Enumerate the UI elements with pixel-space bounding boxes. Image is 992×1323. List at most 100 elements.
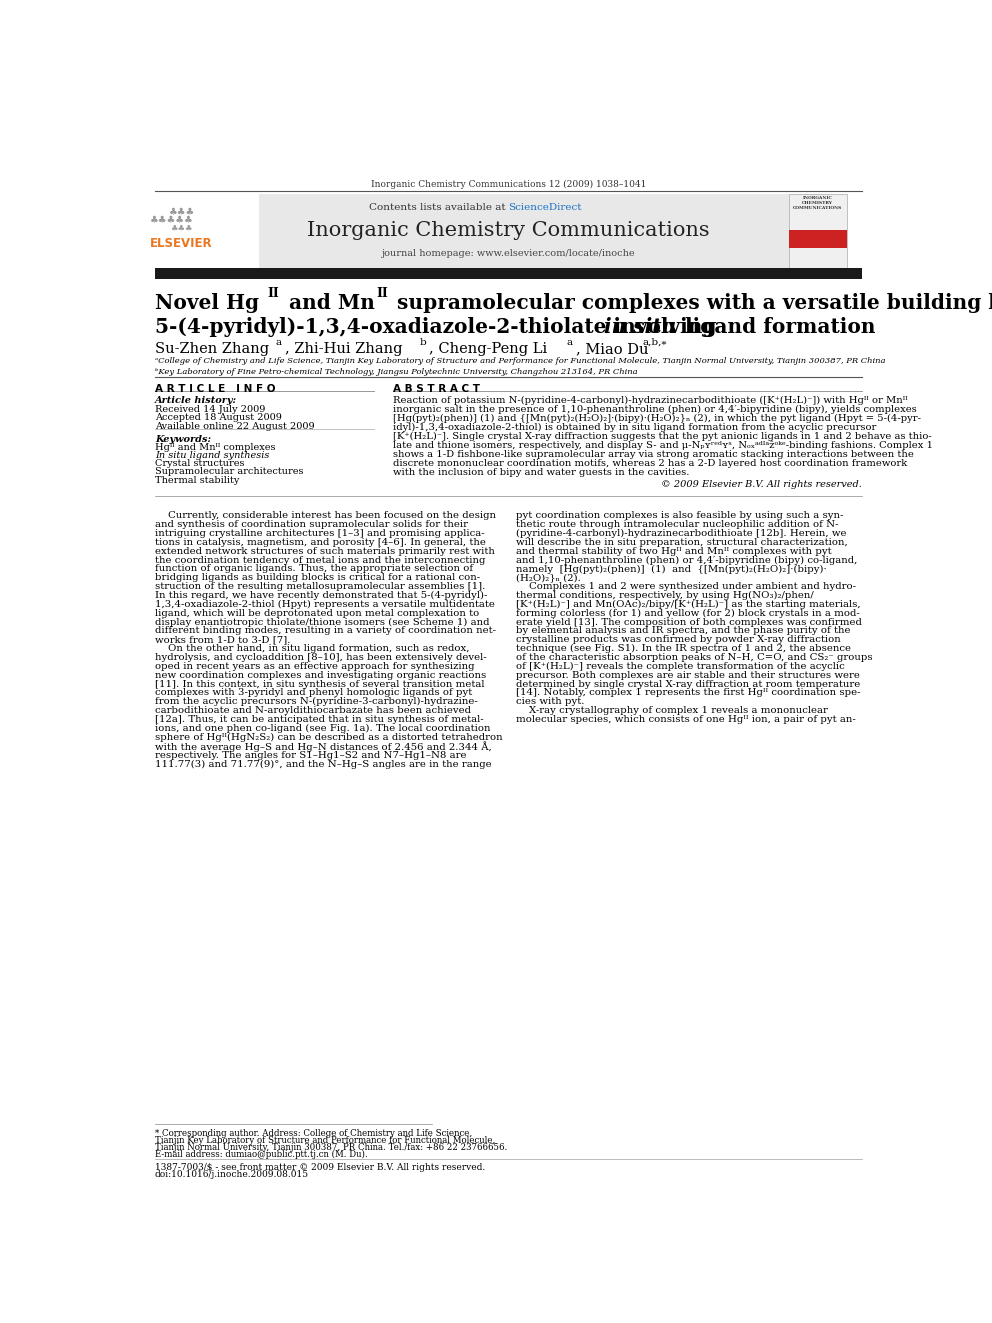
FancyBboxPatch shape: [155, 267, 862, 279]
Text: Currently, considerable interest has been focused on the design: Currently, considerable interest has bee…: [155, 511, 496, 520]
Text: supramolecular complexes with a versatile building block: supramolecular complexes with a versatil…: [390, 294, 992, 314]
Text: in situ: in situ: [604, 316, 677, 336]
Text: 1,3,4-oxadiazole-2-thiol (Hpyt) represents a versatile multidentate: 1,3,4-oxadiazole-2-thiol (Hpyt) represen…: [155, 599, 495, 609]
Text: journal homepage: www.elsevier.com/locate/inoche: journal homepage: www.elsevier.com/locat…: [382, 250, 635, 258]
Text: Received 14 July 2009: Received 14 July 2009: [155, 405, 265, 414]
Text: display enantiotropic thiolate/thione isomers (see Scheme 1) and: display enantiotropic thiolate/thione is…: [155, 618, 489, 627]
Text: pyt coordination complexes is also feasible by using such a syn-: pyt coordination complexes is also feasi…: [516, 511, 843, 520]
Text: [Hg(pyt)₂(phen)] (1) and {[Mn(pyt)₂(H₂O)₂]·(bipy)·(H₂O)₂}ₙ (2), in which the pyt: [Hg(pyt)₂(phen)] (1) and {[Mn(pyt)₂(H₂O)…: [393, 414, 922, 423]
Text: (H₂O)₂}ₙ (2).: (H₂O)₂}ₙ (2).: [516, 573, 581, 582]
Text: © 2009 Elsevier B.V. All rights reserved.: © 2009 Elsevier B.V. All rights reserved…: [662, 480, 862, 490]
Text: different binding modes, resulting in a variety of coordination net-: different binding modes, resulting in a …: [155, 627, 496, 635]
Text: determined by single crystal X-ray diffraction at room temperature: determined by single crystal X-ray diffr…: [516, 680, 860, 689]
Text: by elemental analysis and IR spectra, and the phase purity of the: by elemental analysis and IR spectra, an…: [516, 627, 850, 635]
FancyBboxPatch shape: [155, 194, 831, 267]
Text: doi:10.1016/j.inoche.2009.08.015: doi:10.1016/j.inoche.2009.08.015: [155, 1171, 309, 1179]
Text: and Mn: and Mn: [283, 294, 375, 314]
Text: II: II: [268, 287, 280, 300]
Text: [11]. In this context, in situ synthesis of several transition metal: [11]. In this context, in situ synthesis…: [155, 680, 484, 689]
Text: forming colorless (for 1) and yellow (for 2) block crystals in a mod-: forming colorless (for 1) and yellow (fo…: [516, 609, 860, 618]
Text: ligand, which will be deprotonated upon metal complexation to: ligand, which will be deprotonated upon …: [155, 609, 479, 618]
Text: On the other hand, in situ ligand formation, such as redox,: On the other hand, in situ ligand format…: [155, 644, 469, 654]
Text: , Cheng-Peng Li: , Cheng-Peng Li: [430, 343, 548, 356]
Text: INORGANIC
CHEMISTRY
COMMUNICATIONS: INORGANIC CHEMISTRY COMMUNICATIONS: [794, 196, 842, 209]
Text: new coordination complexes and investigating organic reactions: new coordination complexes and investiga…: [155, 671, 486, 680]
FancyBboxPatch shape: [789, 230, 847, 249]
Text: of the characteristic absorption peaks of N–H, C=O, and CS₂⁻ groups: of the characteristic absorption peaks o…: [516, 654, 873, 662]
Text: bridging ligands as building blocks is critical for a rational con-: bridging ligands as building blocks is c…: [155, 573, 480, 582]
Text: , Zhi-Hui Zhang: , Zhi-Hui Zhang: [286, 343, 403, 356]
Text: discrete mononuclear coordination motifs, whereas 2 has a 2-D layered host coord: discrete mononuclear coordination motifs…: [393, 459, 908, 468]
Text: oped in recent years as an effective approach for synthesizing: oped in recent years as an effective app…: [155, 662, 474, 671]
Text: ELSEVIER: ELSEVIER: [151, 237, 213, 250]
Text: and 1,10-phenanthroline (phen) or 4,4′-bipyridine (bipy) co-ligand,: and 1,10-phenanthroline (phen) or 4,4′-b…: [516, 556, 857, 565]
Text: 111.77(3) and 71.77(9)°, and the N–Hg–S angles are in the range: 111.77(3) and 71.77(9)°, and the N–Hg–S …: [155, 759, 491, 769]
Text: works from 1-D to 3-D [7].: works from 1-D to 3-D [7].: [155, 635, 291, 644]
Text: Keywords:: Keywords:: [155, 435, 211, 443]
Text: extended network structures of such materials primarily rest with: extended network structures of such mate…: [155, 546, 495, 556]
Text: ligand formation: ligand formation: [678, 316, 875, 336]
Text: , Miao Du: , Miao Du: [576, 343, 649, 356]
Text: struction of the resulting metallosupramolecular assemblies [1].: struction of the resulting metallosupram…: [155, 582, 485, 591]
Text: In this regard, we have recently demonstrated that 5-(4-pyridyl)-: In this regard, we have recently demonst…: [155, 591, 487, 601]
Text: carbodithioate and N-aroyldithiocarbazate has been achieved: carbodithioate and N-aroyldithiocarbazat…: [155, 706, 471, 716]
Text: namely  [Hg(pyt)₂(phen)]  (1)  and  {[Mn(pyt)₂(H₂O)₂]·(bipy)·: namely [Hg(pyt)₂(phen)] (1) and {[Mn(pyt…: [516, 565, 827, 574]
Text: will describe the in situ preparation, structural characterization,: will describe the in situ preparation, s…: [516, 538, 848, 546]
Text: Novel Hg: Novel Hg: [155, 294, 259, 314]
Text: intriguing crystalline architectures [1–3] and promising applica-: intriguing crystalline architectures [1–…: [155, 529, 484, 538]
FancyBboxPatch shape: [155, 194, 259, 267]
Text: Tianjin Normal University, Tianjin 300387, PR China. Tel./fax: +86 22 23766656.: Tianjin Normal University, Tianjin 30038…: [155, 1143, 507, 1152]
Text: Thermal stability: Thermal stability: [155, 475, 239, 484]
Text: Reaction of potassium N-(pyridine-4-carbonyl)-hydrazinecarbodithioate ([K⁺(H₂L)⁻: Reaction of potassium N-(pyridine-4-carb…: [393, 396, 908, 405]
Text: molecular species, which consists of one Hgᴵᴵ ion, a pair of pyt an-: molecular species, which consists of one…: [516, 714, 856, 724]
Text: late and thione isomers, respectively, and display S- and μ-Nₚʏʳᵉᵈʏˢ, Nₒₓᵃᵈᴵᵃẑᵒᵏ: late and thione isomers, respectively, a…: [393, 441, 933, 450]
Text: Su-Zhen Zhang: Su-Zhen Zhang: [155, 343, 269, 356]
Text: 5-(4-pyridyl)-1,3,4-oxadiazole-2-thiolate involving: 5-(4-pyridyl)-1,3,4-oxadiazole-2-thiolat…: [155, 316, 723, 336]
Text: ♣♣♣: ♣♣♣: [169, 206, 194, 217]
Text: technique (see Fig. S1). In the IR spectra of 1 and 2, the absence: technique (see Fig. S1). In the IR spect…: [516, 644, 851, 654]
Text: ions, and one phen co-ligand (see Fig. 1a). The local coordination: ions, and one phen co-ligand (see Fig. 1…: [155, 724, 490, 733]
Text: (pyridine-4-carbonyl)-hydrazinecarbodithioate [12b]. Herein, we: (pyridine-4-carbonyl)-hydrazinecarbodith…: [516, 529, 846, 538]
Text: ᵇKey Laboratory of Fine Petro-chemical Technology, Jiangsu Polytechnic Universit: ᵇKey Laboratory of Fine Petro-chemical T…: [155, 368, 638, 376]
Text: idyl)-1,3,4-oxadiazole-2-thiol) is obtained by in situ ligand formation from the: idyl)-1,3,4-oxadiazole-2-thiol) is obtai…: [393, 423, 877, 433]
Text: complexes with 3-pyridyl and phenyl homologic ligands of pyt: complexes with 3-pyridyl and phenyl homo…: [155, 688, 472, 697]
Text: ♣♣♣♣♣: ♣♣♣♣♣: [150, 214, 193, 225]
Text: [K⁺(H₂L)⁻] and Mn(OAc)₂/bipy/[K⁺(H₂L)⁻] as the starting materials,: [K⁺(H₂L)⁻] and Mn(OAc)₂/bipy/[K⁺(H₂L)⁻] …: [516, 599, 861, 609]
Text: In situ ligand synthesis: In situ ligand synthesis: [155, 451, 269, 460]
Text: with the inclusion of bipy and water guests in the cavities.: with the inclusion of bipy and water gue…: [393, 468, 689, 476]
Text: [12a]. Thus, it can be anticipated that in situ synthesis of metal-: [12a]. Thus, it can be anticipated that …: [155, 714, 483, 724]
Text: respectively. The angles for S1–Hg1–S2 and N7–Hg1–N8 are: respectively. The angles for S1–Hg1–S2 a…: [155, 750, 466, 759]
Text: inorganic salt in the presence of 1,10-phenanthroline (phen) or 4,4′-bipyridine : inorganic salt in the presence of 1,10-p…: [393, 405, 917, 414]
Text: Article history:: Article history:: [155, 396, 237, 405]
Text: X-ray crystallography of complex 1 reveals a mononuclear: X-ray crystallography of complex 1 revea…: [516, 706, 828, 716]
Text: Supramolecular architectures: Supramolecular architectures: [155, 467, 304, 476]
Text: ScienceDirect: ScienceDirect: [509, 202, 582, 212]
Text: function of organic ligands. Thus, the appropriate selection of: function of organic ligands. Thus, the a…: [155, 565, 473, 573]
Text: Hgᴵᴵ and Mnᴵᴵ complexes: Hgᴵᴵ and Mnᴵᴵ complexes: [155, 443, 275, 452]
Text: Inorganic Chemistry Communications: Inorganic Chemistry Communications: [308, 221, 709, 239]
Text: and synthesis of coordination supramolecular solids for their: and synthesis of coordination supramolec…: [155, 520, 468, 529]
Text: from the acyclic precursors N-(pyridine-3-carbonyl)-hydrazine-: from the acyclic precursors N-(pyridine-…: [155, 697, 477, 706]
Text: thetic route through intramolecular nucleophilic addition of N-: thetic route through intramolecular nucl…: [516, 520, 838, 529]
Text: sphere of Hgᴵᴵ(HgN₂S₂) can be described as a distorted tetrahedron: sphere of Hgᴵᴵ(HgN₂S₂) can be described …: [155, 733, 502, 742]
Text: * Corresponding author. Address: College of Chemistry and Life Science,: * Corresponding author. Address: College…: [155, 1129, 472, 1138]
Text: Inorganic Chemistry Communications 12 (2009) 1038–1041: Inorganic Chemistry Communications 12 (2…: [371, 180, 646, 189]
Text: the coordination tendency of metal ions and the interconnecting: the coordination tendency of metal ions …: [155, 556, 485, 565]
Text: thermal conditions, respectively, by using Hg(NO₃)₂/phen/: thermal conditions, respectively, by usi…: [516, 591, 813, 601]
Text: Accepted 18 August 2009: Accepted 18 August 2009: [155, 413, 282, 422]
Text: Available online 22 August 2009: Available online 22 August 2009: [155, 422, 314, 430]
Text: of [K⁺(H₂L)⁻] reveals the complete transformation of the acyclic: of [K⁺(H₂L)⁻] reveals the complete trans…: [516, 662, 845, 671]
Text: Contents lists available at: Contents lists available at: [368, 202, 509, 212]
Text: [K⁺(H₂L)⁻]. Single crystal X-ray diffraction suggests that the pyt anionic ligan: [K⁺(H₂L)⁻]. Single crystal X-ray diffrac…: [393, 433, 931, 441]
Text: b: b: [420, 339, 427, 347]
Text: II: II: [376, 287, 388, 300]
Text: cies with pyt.: cies with pyt.: [516, 697, 584, 706]
Text: tions in catalysis, magnetism, and porosity [4–6]. In general, the: tions in catalysis, magnetism, and poros…: [155, 538, 486, 546]
Text: erate yield [13]. The composition of both complexes was confirmed: erate yield [13]. The composition of bot…: [516, 618, 862, 627]
Text: a: a: [566, 339, 573, 347]
Text: hydrolysis, and cycloaddition [8–10], has been extensively devel-: hydrolysis, and cycloaddition [8–10], ha…: [155, 654, 486, 662]
Text: Crystal structures: Crystal structures: [155, 459, 244, 468]
Text: a: a: [276, 339, 282, 347]
Text: a,b,⁎: a,b,⁎: [642, 339, 667, 347]
Text: 1387-7003/$ - see front matter © 2009 Elsevier B.V. All rights reserved.: 1387-7003/$ - see front matter © 2009 El…: [155, 1163, 485, 1172]
